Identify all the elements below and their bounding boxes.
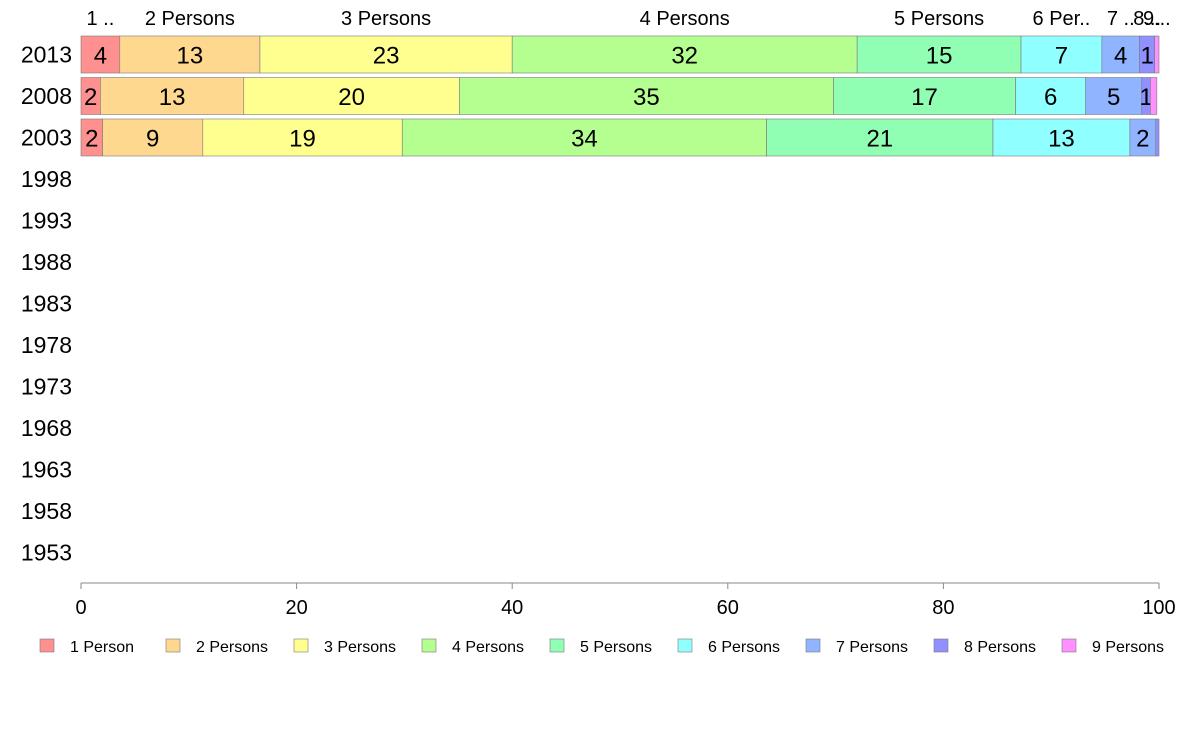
year-label: 1998	[21, 166, 72, 192]
bar-value-label: 13	[177, 43, 204, 70]
bar-value-label: 4	[1114, 43, 1127, 70]
bar-segment	[1085, 77, 1143, 115]
bar-value-label: 7	[1055, 43, 1068, 70]
year-label: 1963	[21, 457, 72, 483]
x-axis: 0 20 40 60 80 100	[75, 582, 1176, 619]
legend-swatch	[1061, 638, 1077, 653]
legend-swatch	[165, 638, 181, 653]
x-tick-label: 0	[75, 597, 86, 619]
category-header-label: 7 ..	[1107, 8, 1135, 30]
year-label: 1968	[21, 415, 72, 441]
bar-segment	[992, 118, 1131, 157]
legend-label: 9 Persons	[1092, 639, 1164, 656]
bar-value-label: 21	[866, 126, 893, 153]
category-header-label: 2 Persons	[145, 8, 235, 30]
x-tick-label: 20	[285, 597, 307, 619]
bar-segment	[459, 77, 834, 115]
legend: 1 Person 2 Persons 3 Persons 4 Persons 5 Per…	[39, 638, 1164, 656]
bar-segment	[100, 77, 245, 115]
bar-segment	[119, 35, 261, 74]
bar-value-label: 20	[338, 84, 365, 111]
bar-value-label: 2	[85, 126, 98, 153]
legend-label: 8 Persons	[964, 639, 1036, 656]
bar-value-label: 17	[911, 84, 938, 111]
bar-value-label: 6	[1044, 84, 1057, 111]
legend-label: 2 Persons	[196, 639, 268, 656]
legend-swatch	[805, 638, 821, 653]
bar-segment	[1154, 35, 1160, 74]
bar-segment	[102, 118, 204, 157]
bar-value-label: 13	[1048, 126, 1075, 153]
bar-segment	[766, 118, 994, 157]
bar-value-label: 2	[84, 84, 97, 111]
bar-segment	[1020, 35, 1103, 74]
category-header-label: 3 Persons	[341, 8, 431, 30]
bar-value-label: 15	[926, 43, 953, 70]
year-label: 1953	[21, 540, 72, 566]
year-label: 1993	[21, 208, 72, 234]
bar-value-label: 13	[159, 84, 186, 111]
bar-value-label: 23	[373, 43, 400, 70]
bar-segment	[833, 77, 1016, 115]
year-label: 1978	[21, 332, 72, 358]
bar-value-label: 1	[1140, 43, 1153, 70]
legend-swatch	[421, 638, 437, 653]
x-tick-label: 100	[1142, 597, 1175, 619]
bar-segment	[856, 35, 1022, 74]
bars-layer: 4 13 23 32 15 7 4 12 13 20 35 17 6 5 12 9 19 34 21 13 2	[80, 35, 1160, 157]
legend-swatch	[549, 638, 565, 653]
bar-segment	[1150, 77, 1158, 115]
year-label: 2003	[21, 125, 72, 151]
bar-segment	[1101, 35, 1140, 74]
bar-value-label: 9	[146, 126, 159, 153]
bar-segment	[1155, 118, 1160, 157]
legend-swatch	[933, 638, 949, 653]
bar-value-label: 35	[633, 84, 660, 111]
category-header-labels: 1 .. 2 Persons 3 Persons 4 Persons 5 Persons…	[87, 8, 1171, 30]
bar-value-label: 19	[289, 126, 316, 153]
bar-segment	[511, 35, 858, 74]
category-header-label: 8...	[1133, 8, 1161, 30]
legend-label: 1 Person	[70, 639, 134, 656]
bar-value-label: 2	[1136, 126, 1149, 153]
legend-label: 3 Persons	[324, 639, 396, 656]
bar-value-label: 34	[571, 126, 598, 153]
bar-segment	[401, 118, 767, 157]
x-tick-label: 40	[501, 597, 523, 619]
year-label: 2013	[21, 42, 72, 68]
category-header-label: 5 Persons	[894, 8, 984, 30]
year-label: 1988	[21, 249, 72, 275]
legend-label: 6 Persons	[708, 639, 780, 656]
legend-swatch	[39, 638, 55, 653]
legend-label: 5 Persons	[580, 639, 652, 656]
bar-segment	[1015, 77, 1086, 115]
year-label: 2008	[21, 83, 72, 109]
bar-segment	[202, 118, 403, 157]
legend-label: 4 Persons	[452, 639, 524, 656]
category-header-label: 4 Persons	[640, 8, 730, 30]
bar-value-label: 32	[671, 43, 698, 70]
legend-swatch	[293, 638, 309, 653]
x-tick-label: 60	[717, 597, 739, 619]
year-label: 1983	[21, 291, 72, 317]
category-header-label: 1 ..	[87, 8, 115, 30]
legend-label: 7 Persons	[836, 639, 908, 656]
legend-swatch	[677, 638, 693, 653]
category-header-label: 9...	[1143, 8, 1171, 30]
bar-segment	[243, 77, 460, 115]
year-axis-labels: 2013 2008 2003 1998 1993 1988 1983 1978 1973 1968…	[21, 42, 72, 566]
category-header-label: 6 Per..	[1033, 8, 1091, 30]
bar-value-label: 1	[1139, 84, 1152, 111]
year-label: 1973	[21, 374, 72, 400]
bar-value-label: 4	[94, 43, 107, 70]
x-tick-label: 80	[932, 597, 954, 619]
year-label: 1958	[21, 498, 72, 524]
bar-value-label: 5	[1107, 84, 1120, 111]
